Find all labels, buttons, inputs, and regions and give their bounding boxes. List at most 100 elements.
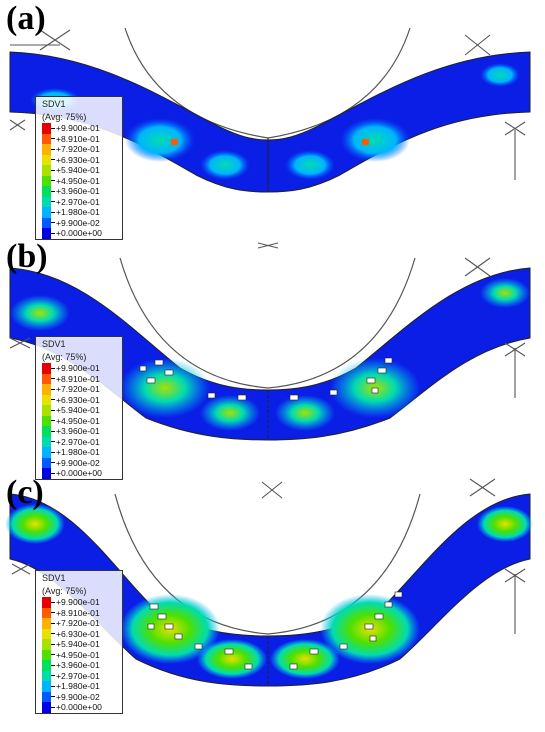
legend-swatch <box>42 436 51 447</box>
strain-zone <box>275 395 335 431</box>
support-markers <box>11 478 526 634</box>
legend-row: +3.960e-01 <box>36 186 122 197</box>
legend-averaging: (Avg: 75%) <box>42 112 87 122</box>
panel-label: (a) <box>6 0 46 37</box>
legend-swatch <box>42 165 51 176</box>
strip-body <box>9 51 531 193</box>
strain-zone <box>480 63 520 87</box>
legend-swatch <box>42 426 51 437</box>
legend-value: +6.930e-01 <box>56 394 100 405</box>
legend-value: +4.950e-01 <box>56 175 100 186</box>
legend-tick <box>51 180 55 182</box>
legend-swatch <box>42 207 51 218</box>
legend-swatch <box>42 186 51 197</box>
contour-plot-b <box>9 242 531 441</box>
legend-row: +5.940e-01 <box>36 405 122 416</box>
legend-row: +9.900e-02 <box>36 457 122 468</box>
legend-tick <box>51 462 55 464</box>
legend-tick <box>51 201 55 203</box>
legend-row: +4.950e-01 <box>36 649 122 660</box>
legend-value: +8.910e-01 <box>56 607 100 618</box>
legend-tick <box>51 378 55 380</box>
legend-tick <box>51 409 55 411</box>
legend-value: +2.970e-01 <box>56 436 100 447</box>
legend-tick <box>51 367 55 369</box>
legend-value: +0.000e+00 <box>56 702 102 713</box>
legend-row: +9.900e-02 <box>36 217 122 228</box>
legend-tick <box>51 675 55 677</box>
legend-swatch <box>42 618 51 629</box>
legend-value: +2.970e-01 <box>56 670 100 681</box>
legend-row: +5.940e-01 <box>36 639 122 650</box>
legend-row: +9.900e-01 <box>36 597 122 608</box>
legend-row: +4.950e-01 <box>36 415 122 426</box>
legend-swatch <box>42 670 51 681</box>
legend-tick <box>51 420 55 422</box>
legend-value: +3.960e-01 <box>56 660 100 671</box>
legend-swatch <box>42 123 51 134</box>
legend-value: +5.940e-01 <box>56 165 100 176</box>
legend-tick <box>51 685 55 687</box>
legend-tick <box>51 696 55 698</box>
legend-row: +2.970e-01 <box>36 670 122 681</box>
legend-value: +9.900e-02 <box>56 217 100 228</box>
legend-value: +4.950e-01 <box>56 415 100 426</box>
legend-tick <box>51 127 55 129</box>
legend-swatch <box>42 133 51 144</box>
legend-tick <box>51 654 55 656</box>
legend-swatch <box>42 217 51 228</box>
legend-swatch <box>42 597 51 608</box>
legend-swatch <box>42 691 51 702</box>
legend-swatch <box>42 415 51 426</box>
legend-swatch <box>42 384 51 395</box>
strain-zone <box>477 506 533 542</box>
legend-swatch <box>42 681 51 692</box>
strain-zone <box>285 150 335 180</box>
strain-zone <box>125 118 195 162</box>
legend-tick <box>51 622 55 624</box>
legend-tick <box>51 159 55 161</box>
legend-swatch <box>42 373 51 384</box>
panel-a: (a) SDV1 (Avg: 75%) +9.900e-01 +8.910e-01… <box>0 0 545 240</box>
strain-zone <box>270 639 340 679</box>
color-legend: SDV1 (Avg: 75%) +9.900e-01 +8.910e-01 +7.9… <box>35 570 123 714</box>
legend-value: +1.980e-01 <box>56 207 100 218</box>
legend-row: +2.970e-01 <box>36 436 122 447</box>
legend-row: +3.960e-01 <box>36 426 122 437</box>
failure-element <box>362 139 369 145</box>
legend-value: +9.900e-02 <box>56 457 100 468</box>
legend-tick <box>51 399 55 401</box>
color-legend: SDV1 (Avg: 75%) +9.900e-01 +8.910e-01 +7.9… <box>35 96 123 240</box>
legend-rows: +9.900e-01 +8.910e-01 +7.920e-01 +6.930e-01… <box>36 597 122 713</box>
legend-swatch <box>42 628 51 639</box>
legend-row: +1.980e-01 <box>36 207 122 218</box>
strain-zone <box>480 278 530 308</box>
legend-row: +7.920e-01 <box>36 384 122 395</box>
legend-value: +0.000e+00 <box>56 228 102 239</box>
legend-swatch <box>42 175 51 186</box>
legend-value: +6.930e-01 <box>56 154 100 165</box>
legend-value: +8.910e-01 <box>56 373 100 384</box>
legend-tick <box>51 441 55 443</box>
legend-swatch <box>42 649 51 660</box>
legend-tick <box>51 706 55 708</box>
legend-row: +6.930e-01 <box>36 628 122 639</box>
legend-row: +0.000e+00 <box>36 468 122 479</box>
legend-value: +9.900e-01 <box>56 363 100 374</box>
legend-tick <box>51 472 55 474</box>
legend-tick <box>51 148 55 150</box>
legend-swatch <box>42 154 51 165</box>
deleted-elements <box>147 591 403 670</box>
failure-element <box>171 139 178 145</box>
legend-swatch <box>42 196 51 207</box>
legend-row: +9.900e-01 <box>36 123 122 134</box>
contour-plot-a <box>9 27 531 193</box>
legend-swatch <box>42 363 51 374</box>
legend-value: +7.920e-01 <box>56 384 100 395</box>
legend-value: +5.940e-01 <box>56 639 100 650</box>
legend-row: +4.950e-01 <box>36 175 122 186</box>
legend-row: +3.960e-01 <box>36 660 122 671</box>
legend-swatch <box>42 639 51 650</box>
legend-value: +7.920e-01 <box>56 618 100 629</box>
legend-variable: SDV1 <box>42 339 66 349</box>
